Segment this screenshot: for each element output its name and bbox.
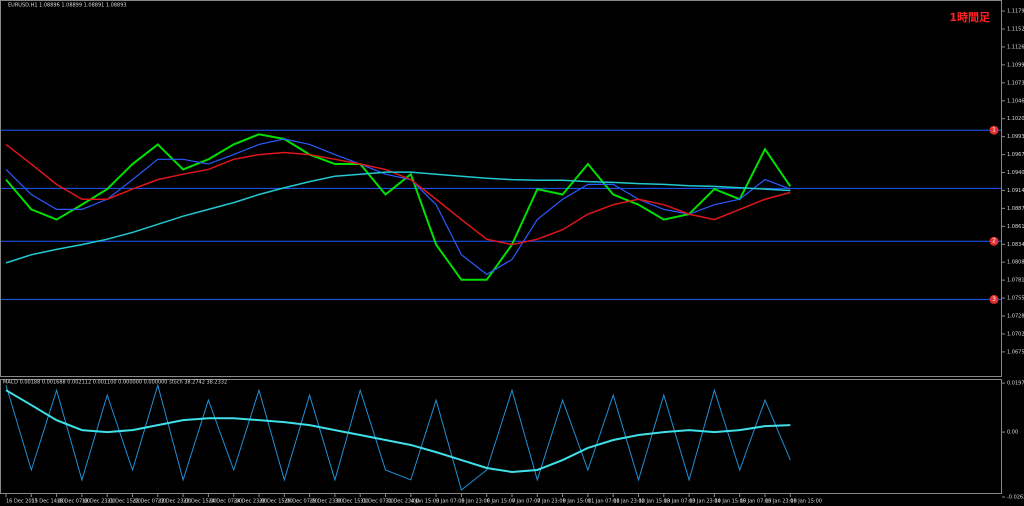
x-tick-label: 13 Jan 07:00 (664, 499, 696, 505)
x-tick-label: 28 Dec 15:00 (259, 499, 293, 505)
x-tick-label: 14 Jan 15:00 (714, 499, 746, 505)
x-tick-label: 7 Jan 07:00 (512, 499, 540, 505)
x-tick-label: 30 Dec 15:00 (335, 499, 369, 505)
annotation: 1時間足 (949, 10, 991, 24)
x-tick-label: 11 Jan 23:00 (613, 499, 645, 505)
level-badge (989, 125, 999, 135)
y-tick-label: 1.07815 (1007, 278, 1024, 284)
x-tick-label: 23 Dec 15:00 (183, 499, 217, 505)
chart-title: EURUSD,H1 1.08896 1.08899 1.08891 1.0889… (8, 3, 127, 9)
indicator-panel (0, 379, 1002, 494)
y-tick-label: -0.02620 (1007, 495, 1024, 501)
x-tick-label: 24 Dec 23:00 (234, 499, 268, 505)
x-tick-label: 16 Dec 2015 (6, 499, 38, 505)
x-tick-label: 5 Jan 07:00 (436, 499, 464, 505)
x-tick-label: 5 Jan 23:00 (461, 499, 489, 505)
x-tick-label: 8 Jan 15:00 (563, 499, 591, 505)
y-tick-label: 1.09405 (1007, 170, 1024, 176)
level-label: 1 (992, 127, 996, 134)
y-tick-label: 1.10995 (1007, 62, 1024, 68)
y-tick-label: 1.10200 (1007, 116, 1024, 122)
y-tick-label: 1.08610 (1007, 224, 1024, 230)
x-tick-label: 29 Dec 23:00 (310, 499, 344, 505)
series-line (5, 389, 791, 473)
x-tick-label: 7 Jan 23:00 (537, 499, 565, 505)
y-tick-label: 1.09670 (1007, 152, 1024, 158)
y-tick-label: 1.08080 (1007, 260, 1024, 266)
series-line (5, 143, 791, 246)
x-tick-label: 18 Dec 23:00 (82, 499, 116, 505)
y-tick-label: 1.07020 (1007, 331, 1024, 337)
y-tick-label: 0.00 (1007, 430, 1018, 436)
level-badge (989, 294, 999, 304)
y-tick-label: 1.07285 (1007, 314, 1024, 320)
x-tick-label: 31 Dec 23:00 (386, 499, 420, 505)
x-tick-label: 29 Dec 07:00 (284, 499, 318, 505)
x-tick-label: 4 Jan 15:00 (411, 499, 439, 505)
x-tick-label: 15 Jan 07:00 (740, 499, 772, 505)
series-line (5, 171, 791, 264)
series-line (5, 383, 791, 491)
x-tick-label: 24 Dec 07:00 (208, 499, 242, 505)
x-tick-label: 22 Dec 07:00 (133, 499, 167, 505)
y-tick-label: 1.10465 (1007, 98, 1024, 104)
x-tick-label: 22 Dec 23:00 (158, 499, 192, 505)
y-tick-label: 1.10730 (1007, 80, 1024, 86)
level-badge (989, 236, 999, 246)
x-tick-label: 13 Jan 23:00 (689, 499, 721, 505)
y-tick-label: 0.01976 (1007, 381, 1024, 387)
x-tick-label: 12 Jan 15:00 (639, 499, 671, 505)
indicator-title: MACD 0.00188 0.001688 0.002112 0.001100 … (3, 380, 227, 386)
y-tick-label: 1.08345 (1007, 242, 1024, 248)
x-tick-label: 17 Dec 14:00 (31, 499, 65, 505)
y-tick-label: 1.11790 (1007, 9, 1024, 15)
series-line (5, 133, 792, 281)
y-tick-label: 1.06755 (1007, 349, 1024, 355)
x-tick-label: 15 Jan 23:00 (765, 499, 797, 505)
y-tick-label: 1.09140 (1007, 188, 1024, 194)
level-label: 2 (992, 238, 996, 245)
x-tick-label: 18 Jan 15:00 (790, 499, 822, 505)
series-line (5, 138, 791, 276)
y-tick-label: 1.11525 (1007, 27, 1024, 33)
x-tick-label: 31 Dec 07:00 (360, 499, 394, 505)
x-tick-label: 21 Dec 15:00 (107, 499, 141, 505)
y-tick-label: 1.11260 (1007, 44, 1024, 50)
level-label: 3 (992, 296, 996, 303)
x-tick-label: 18 Dec 07:00 (57, 499, 91, 505)
price-panel (0, 0, 1002, 377)
x-tick-label: 11 Jan 07:00 (588, 499, 620, 505)
x-tick-label: 6 Jan 15:00 (487, 499, 515, 505)
y-tick-label: 1.09935 (1007, 134, 1024, 140)
y-tick-label: 1.08875 (1007, 206, 1024, 212)
y-tick-label: 1.07550 (1007, 296, 1024, 302)
